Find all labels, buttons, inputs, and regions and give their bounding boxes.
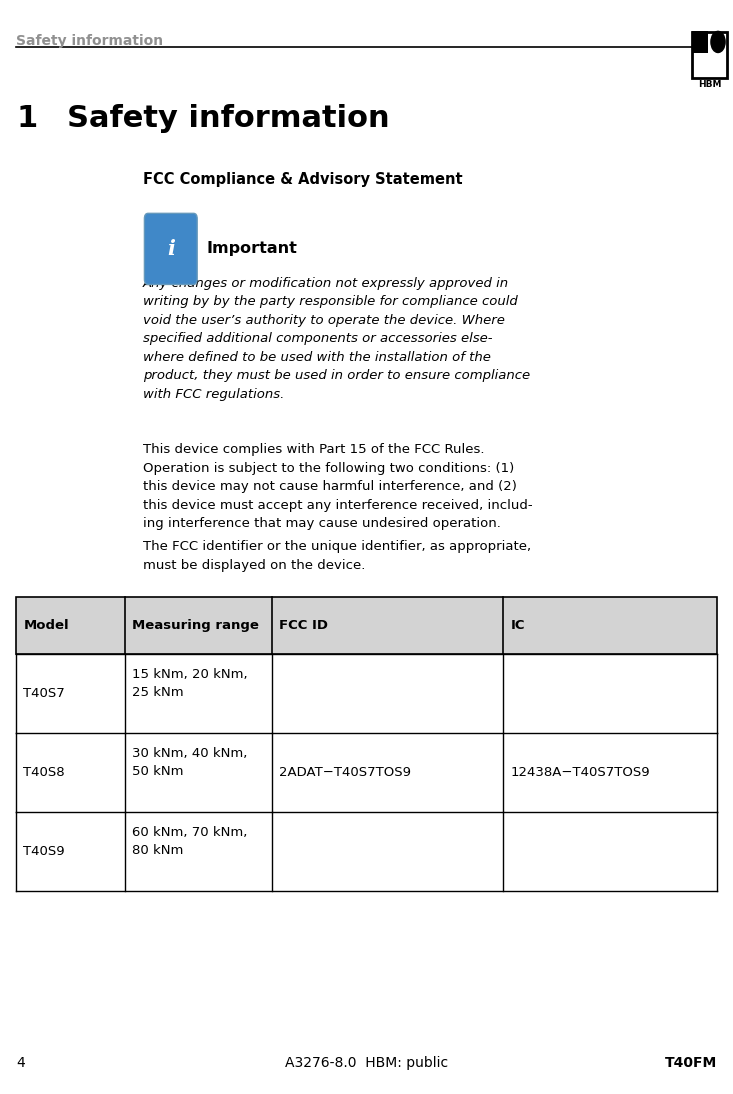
Text: 30 kNm, 40 kNm,
50 kNm: 30 kNm, 40 kNm, 50 kNm <box>132 747 248 778</box>
Text: 2ADAT−T40S7TOS9: 2ADAT−T40S7TOS9 <box>279 766 411 779</box>
Text: 15 kNm, 20 kNm,
25 kNm: 15 kNm, 20 kNm, 25 kNm <box>132 668 248 699</box>
Bar <box>16 597 717 654</box>
Text: Measuring range: Measuring range <box>132 619 259 632</box>
Bar <box>16 812 717 891</box>
Text: Safety information: Safety information <box>16 34 163 48</box>
Bar <box>692 32 727 79</box>
Text: 1: 1 <box>16 104 37 133</box>
Text: Safety information: Safety information <box>67 104 390 133</box>
Text: The FCC identifier or the unique identifier, as appropriate,
must be displayed o: The FCC identifier or the unique identif… <box>143 540 531 572</box>
Text: HBM: HBM <box>699 80 722 89</box>
Text: This device complies with Part 15 of the FCC Rules.
Operation is subject to the : This device complies with Part 15 of the… <box>143 443 533 531</box>
Text: Model: Model <box>23 619 69 632</box>
Text: Important: Important <box>207 242 298 256</box>
Text: A3276-8.0  HBM: public: A3276-8.0 HBM: public <box>285 1056 448 1070</box>
FancyBboxPatch shape <box>144 213 197 284</box>
Text: T40S8: T40S8 <box>23 766 65 779</box>
Text: T40S9: T40S9 <box>23 845 65 858</box>
Bar <box>692 32 709 53</box>
Bar <box>16 654 717 733</box>
Text: 12438A−T40S7TOS9: 12438A−T40S7TOS9 <box>510 766 650 779</box>
Bar <box>16 597 717 654</box>
Text: i: i <box>167 238 174 259</box>
Text: 60 kNm, 70 kNm,
80 kNm: 60 kNm, 70 kNm, 80 kNm <box>132 826 248 857</box>
Text: T40S7: T40S7 <box>23 687 65 700</box>
Text: Any changes or modification not expressly approved in
writing by by the party re: Any changes or modification not expressl… <box>143 277 530 400</box>
Bar <box>16 733 717 812</box>
Text: IC: IC <box>510 619 525 632</box>
Text: FCC Compliance & Advisory Statement: FCC Compliance & Advisory Statement <box>143 172 463 187</box>
Text: T40FM: T40FM <box>665 1056 717 1070</box>
Text: FCC ID: FCC ID <box>279 619 328 632</box>
Circle shape <box>711 32 725 53</box>
Text: 4: 4 <box>16 1056 25 1070</box>
